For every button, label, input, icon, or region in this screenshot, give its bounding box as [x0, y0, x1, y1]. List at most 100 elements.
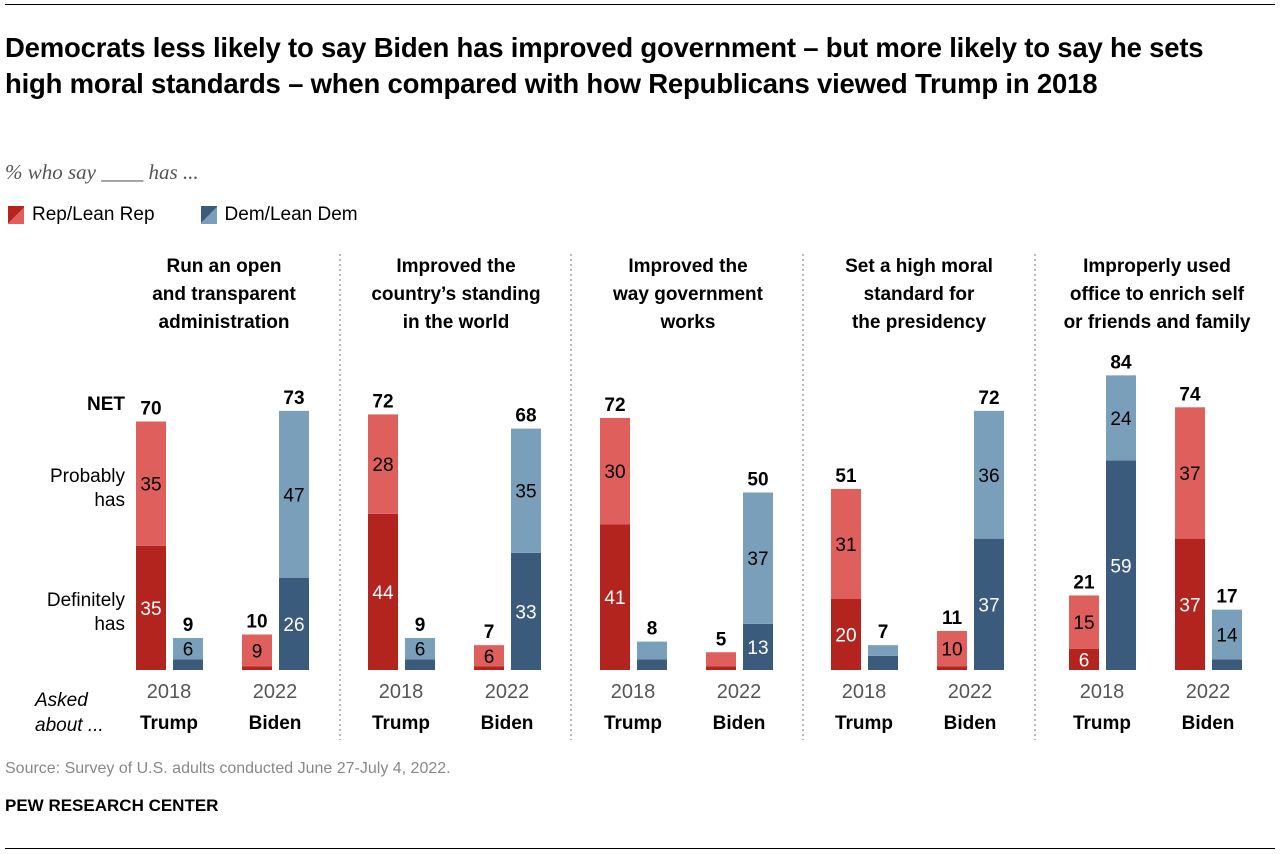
panel-title: office to enrich self	[1070, 284, 1245, 305]
x-tick-person: Trump	[604, 713, 662, 734]
bar-label-definitely: 35	[140, 599, 161, 620]
bar-rep-probably	[136, 421, 166, 546]
bar-label-definitely: 33	[515, 602, 536, 623]
bar-label-probably: 30	[604, 462, 625, 483]
bar-dem-probably	[1212, 609, 1242, 660]
bar-dem-probably	[868, 645, 898, 656]
bar-label-definitely: 59	[1110, 556, 1131, 577]
row-label-definitely-2: has	[94, 614, 125, 635]
bar-label-net: 70	[140, 399, 161, 420]
x-tick-person: Biden	[1182, 713, 1235, 734]
bar-label-probably: 9	[252, 641, 263, 662]
row-label-asked: Asked	[34, 690, 89, 711]
source-note: Source: Survey of U.S. adults conducted …	[5, 760, 451, 777]
bar-rep-definitely	[600, 524, 630, 670]
bar-dem-definitely	[637, 659, 667, 670]
bar-label-probably: 6	[415, 640, 426, 661]
row-label-asked-2: about ...	[35, 715, 104, 736]
panel-title: Improperly used	[1083, 256, 1231, 277]
bar-rep-definitely	[1175, 538, 1205, 670]
bar-label-probably: 28	[372, 455, 393, 476]
x-tick-person: Biden	[713, 713, 766, 734]
row-label-definitely: Definitely	[47, 590, 126, 611]
row-label-net: NET	[87, 394, 125, 415]
bar-label-definitely: 26	[283, 615, 304, 636]
panel-title: and transparent	[152, 284, 296, 305]
bar-label-probably: 14	[1216, 626, 1238, 647]
bar-dem-definitely	[1212, 659, 1242, 670]
x-tick-year: 2022	[1186, 681, 1231, 703]
bar-label-net: 72	[978, 388, 999, 409]
bar-dem-probably	[974, 410, 1004, 539]
bar-label-probably: 37	[1179, 464, 1200, 485]
bar-label-net: 21	[1073, 572, 1095, 593]
bar-dem-probably	[1106, 375, 1136, 461]
x-tick-year: 2018	[379, 681, 424, 703]
bar-label-definitely: 20	[835, 626, 856, 647]
bar-rep-probably	[1069, 595, 1099, 649]
bar-label-probably: 6	[484, 647, 495, 668]
bar-dem-definitely	[743, 623, 773, 670]
bar-dem-definitely	[173, 659, 203, 670]
x-tick-year: 2022	[485, 681, 530, 703]
panel-title: or friends and family	[1064, 312, 1251, 333]
bar-label-probably: 37	[747, 549, 768, 570]
bar-label-net: 10	[246, 612, 267, 633]
chart-title: Democrats less likely to say Biden has i…	[5, 32, 1204, 99]
bar-label-net: 8	[647, 619, 658, 640]
panel-title: the presidency	[852, 312, 987, 333]
x-tick-year: 2022	[717, 681, 762, 703]
x-tick-year: 2018	[611, 681, 656, 703]
bar-label-definitely: 6	[1079, 650, 1090, 671]
bar-rep-probably	[706, 652, 736, 667]
bar-label-net: 17	[1216, 587, 1237, 608]
bar-label-definitely: 37	[978, 595, 999, 616]
bar-rep-definitely	[368, 513, 398, 670]
bar-dem-definitely	[868, 655, 898, 670]
bar-label-net: 72	[604, 395, 625, 416]
bar-rep-probably	[474, 645, 504, 667]
x-tick-person: Biden	[481, 713, 534, 734]
legend-label-rep: Rep/Lean Rep	[32, 204, 155, 225]
panel-title: administration	[159, 312, 290, 333]
bar-dem-definitely	[511, 552, 541, 670]
x-tick-person: Trump	[140, 713, 198, 734]
x-tick-person: Trump	[1073, 713, 1131, 734]
bar-label-net: 7	[878, 622, 889, 643]
bar-rep-definitely	[474, 666, 504, 670]
bar-label-net: 9	[183, 615, 194, 636]
legend-swatch-rep	[8, 206, 24, 224]
x-tick-year: 2018	[1080, 681, 1125, 703]
bar-label-net: 50	[747, 470, 768, 491]
bar-rep-probably	[242, 634, 272, 667]
legend: Rep/Lean Rep Dem/Lean Dem	[8, 204, 358, 226]
bar-rep-definitely	[831, 599, 861, 670]
top-rule	[5, 4, 1275, 5]
panel-title: Set a high moral	[845, 256, 993, 277]
chart-area: NET Probably has Definitely has Asked about ..…	[34, 254, 1251, 740]
bar-dem-definitely	[279, 577, 309, 670]
panel-title: country’s standing	[371, 284, 540, 305]
legend-swatch-dem	[200, 206, 217, 224]
bar-label-definitely: 41	[604, 588, 625, 609]
x-tick-year: 2018	[842, 681, 887, 703]
bar-label-probably: 36	[978, 466, 999, 487]
bar-label-probably: 6	[183, 640, 194, 661]
x-tick-year: 2022	[948, 681, 993, 703]
x-tick-person: Trump	[372, 713, 430, 734]
x-tick-year: 2022	[253, 681, 298, 703]
bar-dem-probably	[279, 410, 309, 578]
legend-item-dem: Dem/Lean Dem	[200, 204, 358, 226]
bar-label-probably: 31	[835, 535, 856, 556]
bar-label-net: 68	[515, 406, 536, 427]
panel-title: standard for	[864, 284, 975, 305]
bar-label-net: 7	[484, 622, 495, 643]
bar-label-net: 74	[1179, 384, 1201, 405]
bar-rep-definitely	[706, 666, 736, 670]
bar-dem-probably	[637, 641, 667, 660]
bar-dem-definitely	[1106, 460, 1136, 670]
bar-rep-probably	[1175, 407, 1205, 539]
bar-label-net: 11	[942, 608, 963, 629]
bar-label-net: 9	[415, 615, 426, 636]
bar-rep-probably	[600, 417, 630, 525]
